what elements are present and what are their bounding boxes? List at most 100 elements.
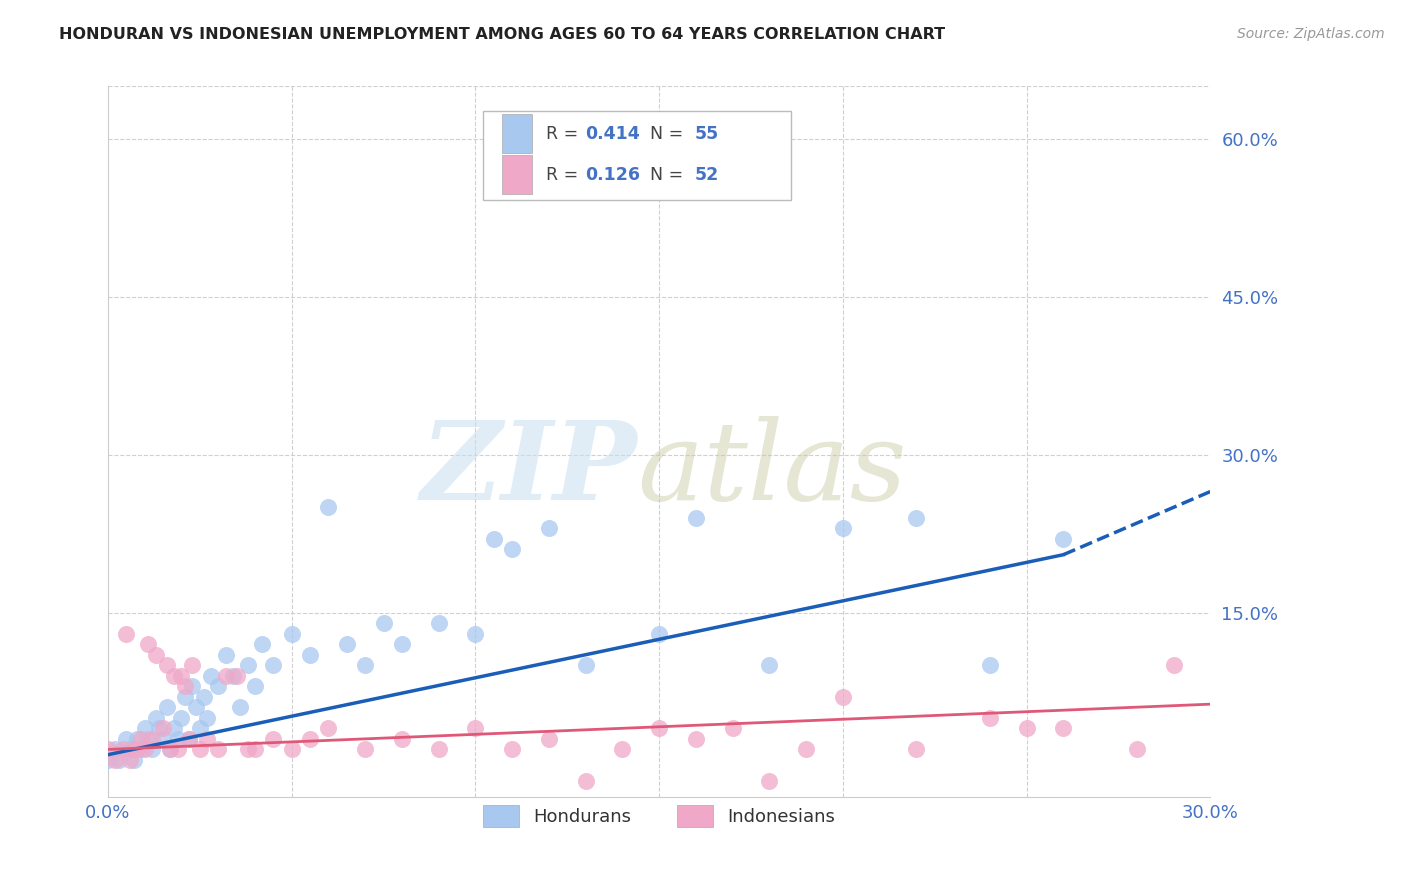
Point <box>831 690 853 704</box>
Text: 0.414: 0.414 <box>585 125 640 143</box>
Point <box>482 532 505 546</box>
Point <box>299 648 322 662</box>
Point <box>236 658 259 673</box>
Point <box>1052 722 1074 736</box>
Point <box>97 742 120 756</box>
Point <box>427 616 450 631</box>
Point <box>159 742 181 756</box>
Point <box>163 669 186 683</box>
Point <box>134 722 156 736</box>
Point <box>905 511 928 525</box>
Point <box>280 742 302 756</box>
Text: ZIP: ZIP <box>420 417 637 524</box>
Point <box>612 742 634 756</box>
Point <box>97 753 120 767</box>
Point <box>225 669 247 683</box>
Point <box>831 521 853 535</box>
Point <box>299 731 322 746</box>
Point <box>207 679 229 693</box>
Point <box>721 722 744 736</box>
Point <box>145 711 167 725</box>
Point <box>758 658 780 673</box>
Point <box>170 669 193 683</box>
Point <box>195 731 218 746</box>
Point <box>111 742 134 756</box>
Point <box>229 700 252 714</box>
Point <box>427 742 450 756</box>
Point <box>127 742 149 756</box>
Point <box>127 731 149 746</box>
Point <box>174 679 197 693</box>
Point <box>177 731 200 746</box>
Point <box>108 753 131 767</box>
Point <box>318 722 340 736</box>
Point <box>1163 658 1185 673</box>
Point <box>148 722 170 736</box>
Point <box>138 637 160 651</box>
Point <box>156 658 179 673</box>
Text: 0.126: 0.126 <box>585 166 640 184</box>
Point <box>214 669 236 683</box>
Bar <box>502 114 533 153</box>
Point <box>141 731 163 746</box>
Point <box>537 521 560 535</box>
Point <box>188 722 211 736</box>
Point <box>186 700 208 714</box>
Point <box>464 722 486 736</box>
Point <box>170 711 193 725</box>
Point <box>104 753 127 767</box>
Text: 55: 55 <box>695 125 718 143</box>
Point <box>354 742 377 756</box>
Point <box>166 731 188 746</box>
Point <box>575 658 598 673</box>
Point <box>391 731 413 746</box>
Point <box>141 742 163 756</box>
Point <box>115 626 138 640</box>
Point <box>537 731 560 746</box>
Point <box>575 774 598 789</box>
Text: HONDURAN VS INDONESIAN UNEMPLOYMENT AMONG AGES 60 TO 64 YEARS CORRELATION CHART: HONDURAN VS INDONESIAN UNEMPLOYMENT AMON… <box>59 27 945 42</box>
Point <box>115 731 138 746</box>
Point <box>979 711 1001 725</box>
Point <box>156 700 179 714</box>
Text: N =: N = <box>651 125 689 143</box>
Text: R =: R = <box>546 166 583 184</box>
Point <box>181 679 204 693</box>
Point <box>391 637 413 651</box>
Point <box>318 500 340 515</box>
Point <box>758 774 780 789</box>
Point <box>152 722 174 736</box>
Point <box>979 658 1001 673</box>
Text: N =: N = <box>651 166 689 184</box>
Point <box>207 742 229 756</box>
Bar <box>502 155 533 194</box>
Point <box>122 753 145 767</box>
Point <box>243 679 266 693</box>
Point <box>122 742 145 756</box>
Point <box>188 742 211 756</box>
FancyBboxPatch shape <box>482 112 792 200</box>
Point <box>905 742 928 756</box>
Point <box>177 731 200 746</box>
Point <box>195 711 218 725</box>
Point <box>280 626 302 640</box>
Point <box>214 648 236 662</box>
Text: Source: ZipAtlas.com: Source: ZipAtlas.com <box>1237 27 1385 41</box>
Point <box>200 669 222 683</box>
Point <box>243 742 266 756</box>
Point <box>501 542 523 557</box>
Point <box>252 637 274 651</box>
Point <box>1015 722 1038 736</box>
Point <box>134 742 156 756</box>
Point <box>648 722 671 736</box>
Point <box>152 731 174 746</box>
Point <box>354 658 377 673</box>
Point <box>174 690 197 704</box>
Text: atlas: atlas <box>637 417 907 524</box>
Point <box>138 731 160 746</box>
Point <box>685 511 707 525</box>
Point <box>145 648 167 662</box>
Point <box>163 722 186 736</box>
Point <box>129 731 152 746</box>
Point <box>794 742 817 756</box>
